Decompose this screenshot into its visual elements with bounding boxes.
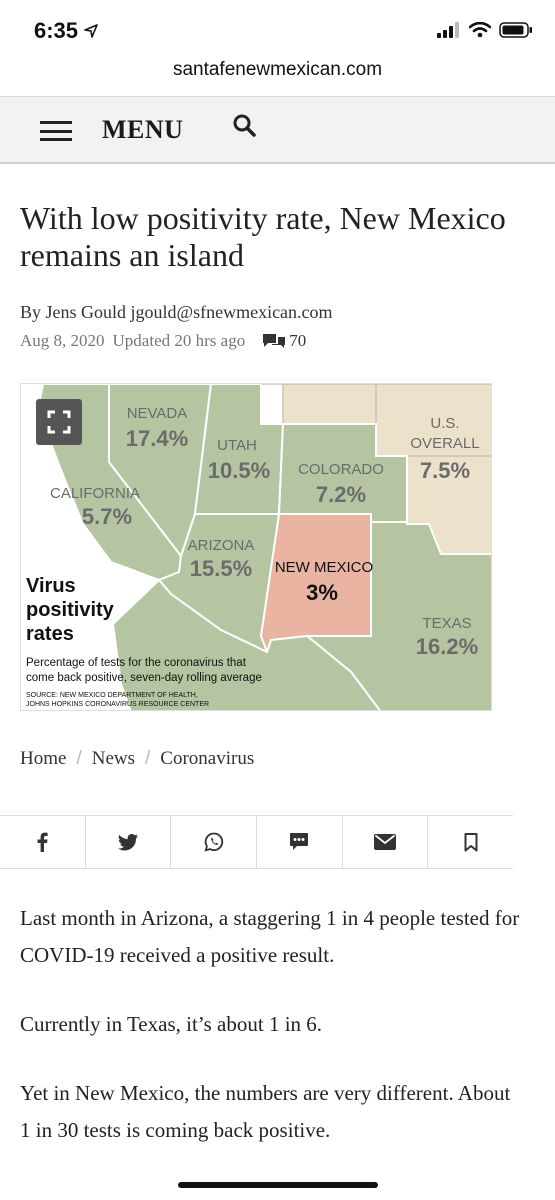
comment-count: 70 <box>289 331 307 350</box>
hamburger-menu-icon[interactable] <box>40 121 72 141</box>
share-whatsapp-button[interactable] <box>171 816 258 868</box>
share-bar <box>0 815 513 869</box>
article-body: Last month in Arizona, a staggering 1 in… <box>20 900 520 1181</box>
breadcrumb-separator: / <box>76 748 82 769</box>
share-facebook-button[interactable] <box>0 816 86 868</box>
site-nav-bar: MENU <box>0 96 555 164</box>
arizona-value: 15.5% <box>190 556 252 581</box>
bookmark-button[interactable] <box>428 816 513 868</box>
breadcrumb: Home / News / Coronavirus <box>20 748 254 770</box>
map-caption-line-1: Percentage of tests for the coronavirus … <box>26 657 247 669</box>
new-mexico-value: 3% <box>306 580 338 605</box>
map-caption-line-2: come back positive, seven-day rolling av… <box>26 672 262 684</box>
map-title-line-2: positivity <box>26 599 115 621</box>
texas-label: TEXAS <box>422 615 471 632</box>
dateline: Aug 8, 2020 Updated 20 hrs ago 70 <box>20 331 306 351</box>
nevada-label: NEVADA <box>127 405 188 422</box>
facebook-icon <box>37 832 48 852</box>
map-title-line-1: Virus <box>26 575 76 597</box>
share-email-button[interactable] <box>343 816 429 868</box>
article-headline: With low positivity rate, New Mexico rem… <box>20 200 506 273</box>
email-icon <box>374 834 397 850</box>
status-icons <box>437 22 533 38</box>
article-paragraph: Last month in Arizona, a staggering 1 in… <box>20 906 520 967</box>
address-bar[interactable]: santafenewmexican.com <box>0 56 555 96</box>
article-paragraph: Yet in New Mexico, the numbers are very … <box>20 1081 511 1142</box>
expand-icon <box>47 410 71 434</box>
author-email-link[interactable]: jgould@sfnewmexican.com <box>130 302 333 322</box>
article-paragraph: Currently in Texas, it’s about 1 in 6. <box>20 1012 323 1036</box>
arizona-label: ARIZONA <box>188 537 255 554</box>
home-indicator[interactable] <box>178 1182 378 1188</box>
positivity-map-figure[interactable]: NEVADA 17.4% UTAH 10.5% COLORADO 7.2% U.… <box>20 383 492 711</box>
share-twitter-button[interactable] <box>86 816 172 868</box>
battery-icon <box>499 22 532 38</box>
us-overall-label-1: U.S. <box>430 415 459 432</box>
publish-date: Aug 8, 2020 <box>20 331 105 350</box>
search-icon[interactable] <box>232 113 258 139</box>
colorado-label: COLORADO <box>298 461 384 478</box>
bookmark-icon <box>464 832 478 851</box>
updated-time: Updated 20 hrs ago <box>112 331 246 350</box>
map-region-mexico <box>111 578 381 710</box>
utah-label: UTAH <box>217 437 257 454</box>
map-title-line-3: rates <box>26 623 74 645</box>
sms-icon <box>290 833 309 850</box>
wifi-icon <box>469 22 491 38</box>
nevada-value: 17.4% <box>126 426 188 451</box>
author-name: By Jens Gould <box>20 302 127 322</box>
location-arrow-icon <box>84 24 98 38</box>
byline: By Jens Gould jgould@sfnewmexican.com <box>20 302 333 323</box>
us-overall-label-2: OVERALL <box>410 435 479 452</box>
texas-value: 16.2% <box>416 634 478 659</box>
signal-icon <box>437 22 459 38</box>
map-source-line-1: SOURCE: NEW MEXICO DEPARTMENT OF HEALTH, <box>26 692 198 699</box>
status-bar: 6:35 <box>0 0 555 56</box>
breadcrumb-home[interactable]: Home <box>20 748 67 769</box>
url-text: santafenewmexican.com <box>172 59 383 80</box>
new-mexico-label: NEW MEXICO <box>275 559 373 576</box>
california-value: 5.7% <box>82 504 132 529</box>
map-source-line-2: JOHNS HOPKINS CORONAVIRUS RESOURCE CENTE… <box>26 701 209 708</box>
expand-image-button[interactable] <box>36 399 82 445</box>
california-label: CALIFORNIA <box>50 485 140 502</box>
breadcrumb-news[interactable]: News <box>91 748 135 769</box>
positivity-map: NEVADA 17.4% UTAH 10.5% COLORADO 7.2% U.… <box>21 384 491 710</box>
breadcrumb-separator: / <box>145 748 151 769</box>
colorado-value: 7.2% <box>316 482 366 507</box>
share-sms-button[interactable] <box>257 816 343 868</box>
comment-bubbles-icon <box>263 334 286 348</box>
comments-link[interactable]: 70 <box>261 331 306 351</box>
twitter-icon <box>118 833 138 851</box>
whatsapp-icon <box>204 832 223 852</box>
clock-text: 6:35 <box>34 18 79 43</box>
utah-value: 10.5% <box>208 458 270 483</box>
us-overall-value: 7.5% <box>420 458 470 483</box>
breadcrumb-coronavirus[interactable]: Coronavirus <box>160 748 255 769</box>
menu-button[interactable]: MENU <box>102 115 184 144</box>
status-time: 6:35 <box>34 18 98 44</box>
